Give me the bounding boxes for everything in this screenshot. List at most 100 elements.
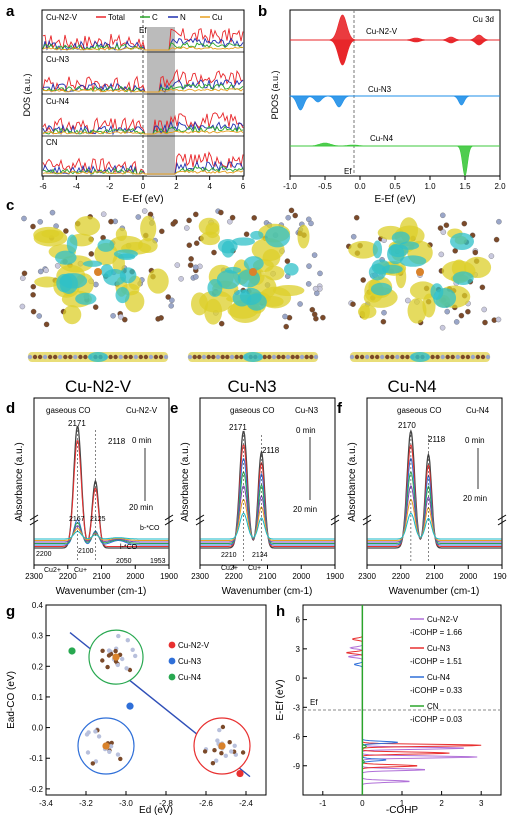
- side-view-atom: [211, 354, 216, 360]
- panel-g-legend-3: Cu-N4: [178, 673, 202, 682]
- atom: [227, 218, 233, 225]
- density-lobe-cyan: [391, 231, 410, 245]
- side-view-atom: [68, 354, 73, 360]
- atom: [350, 233, 357, 240]
- axis-break-mark: [362, 519, 372, 526]
- side-view-atom: [73, 354, 78, 360]
- panel-d-peak-6: 2100: [78, 548, 94, 555]
- atom: [481, 306, 487, 313]
- density-lobe-cyan: [232, 289, 252, 307]
- panel-letter-d: d: [6, 400, 15, 417]
- side-view-atom: [375, 354, 380, 360]
- side-view-atom: [133, 354, 138, 360]
- side-view-atom: [455, 354, 460, 360]
- panel-h-xlabel: -COHP: [386, 805, 419, 816]
- side-view-atom: [201, 354, 207, 360]
- panel-a-dos-traces: [42, 28, 244, 176]
- panel-a-ef-label: Ef: [139, 26, 147, 35]
- density-lobe-cyan: [382, 264, 403, 274]
- panel-g-plot: -3.4 -3.2 -3.0 -2.8 -2.6 -2.4 -0.2 -0.1 0.0 0.1 0.…: [29, 601, 253, 808]
- atom: [100, 211, 107, 217]
- side-view-atom: [148, 354, 154, 360]
- panel-g-xlabel: Ed (eV): [139, 805, 173, 816]
- side-view-atom: [369, 354, 375, 360]
- panel-a-xlabel: E-Ef (eV): [122, 194, 163, 205]
- h-legend-3: Cu-N4: [427, 673, 451, 682]
- panel-f-time-end: 20 min: [463, 494, 487, 503]
- side-view-cyan: [88, 352, 108, 362]
- panel-h: h Ef -1 0 1 2 3 6 3 0 -3 -6 -9 Cu-N2-V -iCOHP = 1.…: [275, 603, 502, 816]
- panel-letter-e: e: [170, 400, 178, 417]
- ir-xtick-label: 2100: [93, 572, 111, 581]
- side-view-atom: [113, 354, 118, 360]
- panel-e-peak-4: 2134: [252, 552, 268, 559]
- density-lobe-cyan: [216, 270, 241, 290]
- side-view-atom: [138, 354, 143, 360]
- axis-break-mark: [164, 519, 174, 526]
- panel-f-xlabel: Wavenumber (cm-1): [389, 586, 480, 597]
- atom: [283, 323, 289, 330]
- pdos-fill: [290, 142, 500, 177]
- g-ytick-label: 0.4: [32, 601, 44, 610]
- g-inset-atom: [240, 750, 246, 755]
- side-view-atom: [187, 354, 193, 360]
- panel-h-legend: Cu-N2-V -iCOHP = 1.66 Cu-N3 -iCOHP = 1.5…: [410, 615, 463, 724]
- axis-break-mark: [330, 519, 340, 526]
- g-inset-atom: [108, 651, 114, 657]
- atom: [43, 267, 49, 274]
- pdos-fill: [289, 95, 500, 111]
- atom: [458, 312, 465, 319]
- density-lobe-yellow: [124, 290, 145, 313]
- g-inset-atom: [120, 656, 125, 662]
- cu-atom: [416, 268, 424, 276]
- g-legend-marker: [168, 641, 176, 649]
- axis-break-mark: [29, 514, 39, 521]
- side-view-atom: [123, 354, 128, 360]
- side-view-atom: [83, 354, 88, 360]
- density-lobe-yellow: [409, 281, 437, 300]
- density-lobe-yellow: [297, 224, 310, 249]
- panel-g: g -3.4 -3.2 -3.0 -2.8 -2.6 -2.4 -0.2 -0.1 0.0 0.1…: [6, 601, 267, 816]
- panel-f-time-start: 0 min: [465, 436, 485, 445]
- ir-trace: [34, 528, 169, 541]
- g-inset-atom: [118, 756, 123, 762]
- b-xtick-label: 1.0: [424, 182, 436, 191]
- panel-b-row-label-3: Cu-N4: [370, 134, 394, 143]
- atom: [444, 308, 450, 315]
- legend-cu: Cu: [212, 13, 222, 22]
- panel-b-pdos-traces: [289, 14, 500, 177]
- g-inset-atom: [113, 648, 118, 654]
- side-view-atom: [153, 354, 159, 360]
- ir-trace: [367, 512, 502, 540]
- cu-atom: [249, 268, 257, 276]
- atom: [218, 209, 224, 216]
- side-view-atom: [313, 354, 319, 360]
- side-view-atom: [304, 354, 309, 360]
- panel-b-ef-label: Ef: [344, 167, 352, 176]
- g-ytick-label: 0.1: [32, 693, 44, 702]
- atom: [313, 315, 319, 322]
- g-inset-atom: [202, 749, 208, 754]
- density-lobe-yellow: [140, 215, 157, 242]
- atom: [193, 274, 199, 280]
- atom: [141, 208, 148, 214]
- h-ytick-label: -3: [293, 703, 301, 712]
- atom: [188, 256, 194, 262]
- panel-d-ylabel: Absorbance (a.u.): [14, 442, 25, 522]
- h-xtick-label: 2: [439, 799, 444, 808]
- panel-e-peak-3: 2210: [221, 552, 237, 559]
- density-lobe-cyan: [243, 256, 264, 271]
- density-lobe-cyan: [283, 263, 299, 276]
- panel-a-row-label-4: CN: [46, 138, 58, 147]
- g-inset-atom: [133, 653, 138, 659]
- panel-d-xlabel: Wavenumber (cm-1): [56, 586, 147, 597]
- g-inset-atom: [217, 727, 222, 733]
- panel-a-xticks: -6 -4 -2 0 2 4 6: [39, 176, 246, 191]
- a-xtick-label: -4: [73, 182, 81, 191]
- density-lobe-cyan: [372, 240, 383, 259]
- atom: [243, 231, 250, 237]
- panel-a-row-label-2: Cu-N3: [46, 55, 70, 64]
- atom: [186, 242, 193, 248]
- panel-e-sample: Cu-N3: [295, 406, 319, 415]
- panel-d-peak-1: 2171: [68, 419, 86, 428]
